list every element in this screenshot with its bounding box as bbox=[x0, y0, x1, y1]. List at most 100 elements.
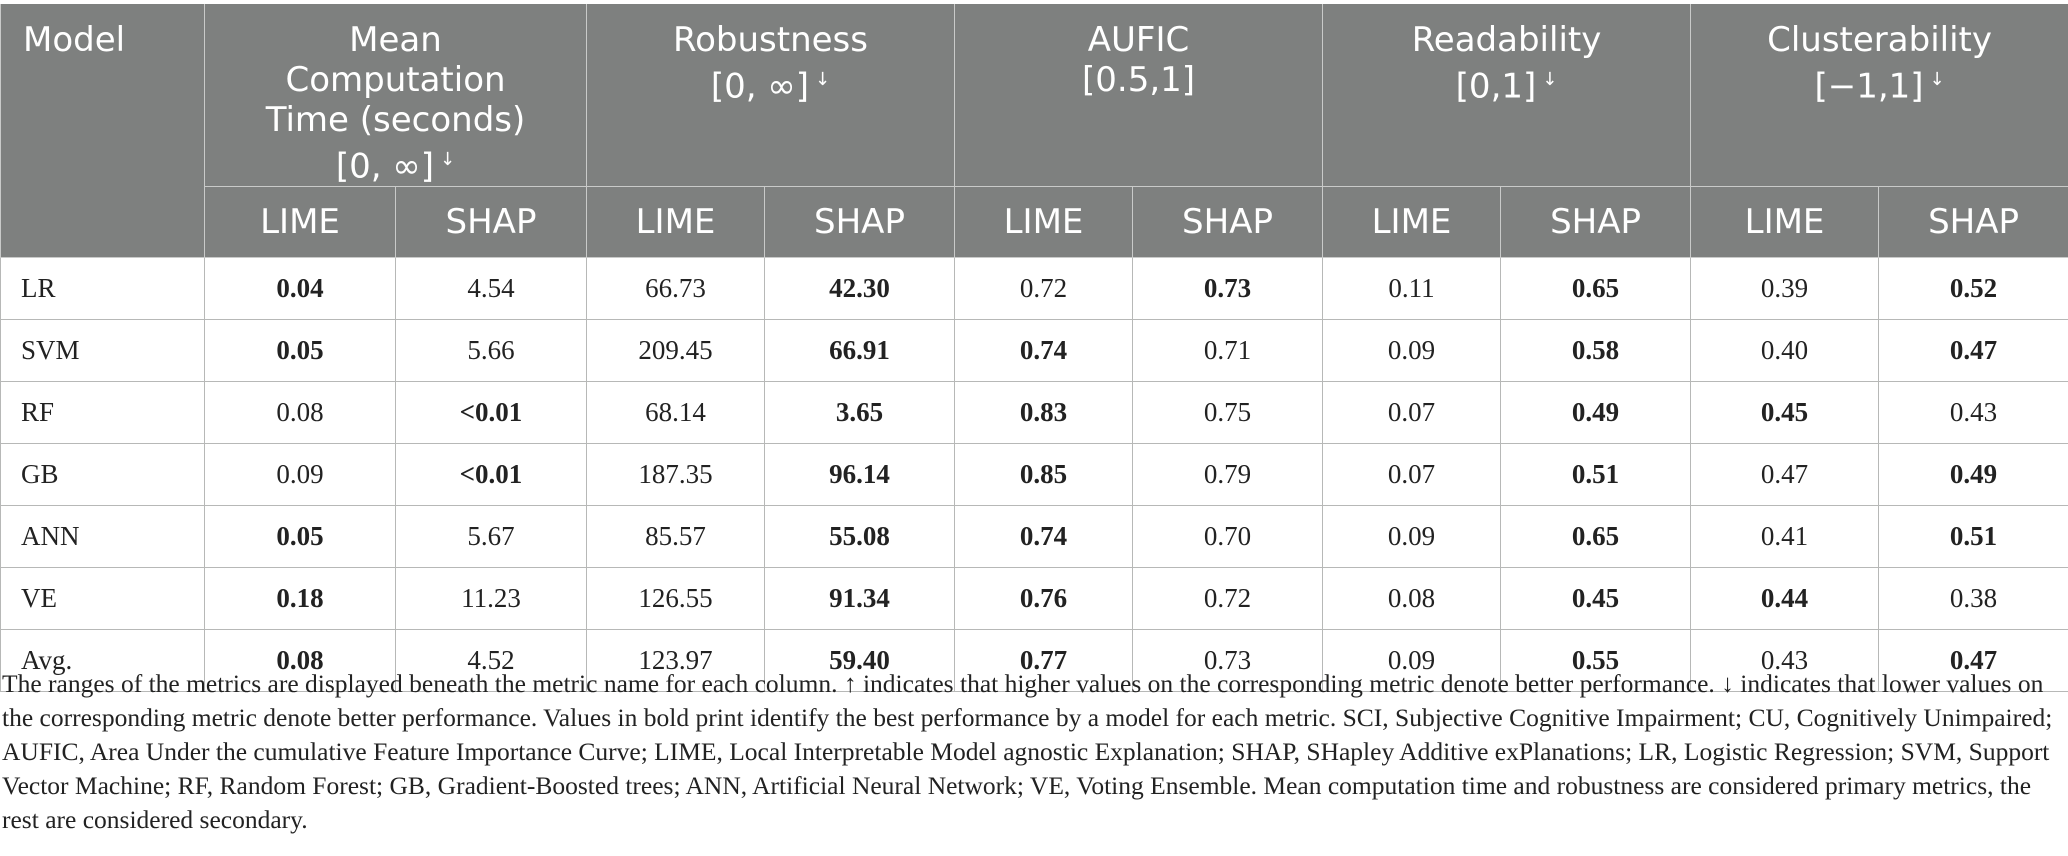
lower-is-better-arrow-icon: ↓ bbox=[1929, 69, 1945, 90]
table-row: VE 0.18 11.23 126.55 91.34 0.76 0.72 0.08 0.45 0.… bbox=[0, 567, 2068, 631]
value-cell: 0.77 bbox=[954, 629, 1133, 693]
value-cell: 0.08 bbox=[204, 629, 396, 693]
metric-range-text: [0,1] bbox=[1455, 66, 1537, 107]
model-name-cell: SVM bbox=[0, 319, 205, 383]
subheader-shap: SHAP bbox=[395, 186, 587, 259]
value-cell: 0.49 bbox=[1500, 381, 1692, 445]
metric-range: [0, ∞] ↓ bbox=[587, 60, 954, 106]
lower-is-better-arrow-icon: ↓ bbox=[440, 149, 456, 170]
subheader-shap: SHAP bbox=[764, 186, 955, 259]
value-cell: 0.49 bbox=[1878, 443, 2068, 507]
value-cell: 11.23 bbox=[395, 567, 587, 631]
header-metric: AUFIC [0.5,1] bbox=[953, 4, 1324, 188]
value-cell: 0.74 bbox=[954, 319, 1133, 383]
value-cell: 123.97 bbox=[586, 629, 765, 693]
value-cell: 0.18 bbox=[204, 567, 396, 631]
value-cell: 126.55 bbox=[586, 567, 765, 631]
value-cell: 0.41 bbox=[1690, 505, 1880, 569]
value-cell: 0.43 bbox=[1690, 629, 1880, 693]
metric-range: [0, ∞] ↓ bbox=[205, 140, 586, 186]
value-cell: 55.08 bbox=[764, 505, 955, 569]
value-cell: 0.08 bbox=[1322, 567, 1502, 631]
value-cell: 0.05 bbox=[204, 319, 396, 383]
subheader-shap: SHAP bbox=[1131, 186, 1324, 259]
value-cell: 0.70 bbox=[1131, 505, 1324, 569]
value-cell: 5.66 bbox=[395, 319, 587, 383]
subheader-lime: LIME bbox=[1322, 186, 1502, 259]
value-cell: 59.40 bbox=[764, 629, 955, 693]
value-cell: 0.65 bbox=[1500, 505, 1692, 569]
table-row: Avg. 0.08 4.52 123.97 59.40 0.77 0.73 0.09 0.55 0… bbox=[0, 629, 2068, 693]
value-cell: 0.44 bbox=[1690, 567, 1880, 631]
value-cell: 0.39 bbox=[1690, 257, 1880, 321]
value-cell: 0.47 bbox=[1878, 319, 2068, 383]
subheader-shap: SHAP bbox=[1500, 186, 1692, 259]
metric-range-text: [0, ∞] bbox=[710, 66, 809, 107]
metric-range-text: [0, ∞] bbox=[335, 146, 434, 187]
value-cell: 96.14 bbox=[764, 443, 955, 507]
value-cell: 5.67 bbox=[395, 505, 587, 569]
value-cell: 0.85 bbox=[954, 443, 1133, 507]
value-cell: 0.76 bbox=[954, 567, 1133, 631]
value-cell: 0.40 bbox=[1690, 319, 1880, 383]
value-cell: 0.08 bbox=[204, 381, 396, 445]
value-cell: 0.07 bbox=[1322, 443, 1502, 507]
table-row: SVM 0.05 5.66 209.45 66.91 0.74 0.71 0.09 0.58 0.… bbox=[0, 319, 2068, 383]
value-cell: 0.45 bbox=[1500, 567, 1692, 631]
metric-range: [−1,1] ↓ bbox=[1691, 60, 2068, 106]
results-table-container: Model Mean Computation Time (seconds) [0,… bbox=[0, 4, 2068, 693]
table-row: GB 0.09 <0.01 187.35 96.14 0.85 0.79 0.07 0.51 0.… bbox=[0, 443, 2068, 507]
value-cell: 0.72 bbox=[1131, 567, 1324, 631]
value-cell: 4.52 bbox=[395, 629, 587, 693]
model-name-cell: ANN bbox=[0, 505, 205, 569]
value-cell: 0.45 bbox=[1690, 381, 1880, 445]
value-cell: 0.74 bbox=[954, 505, 1133, 569]
header-metric: Readability [0,1] ↓ bbox=[1322, 4, 1692, 188]
table-row: RF 0.08 <0.01 68.14 3.65 0.83 0.75 0.07 0.49 0.45… bbox=[0, 381, 2068, 445]
value-cell: 66.91 bbox=[764, 319, 955, 383]
value-cell: 0.51 bbox=[1878, 505, 2068, 569]
value-cell: 0.75 bbox=[1131, 381, 1324, 445]
value-cell: 0.38 bbox=[1878, 567, 2068, 631]
value-cell: 0.65 bbox=[1500, 257, 1692, 321]
value-cell: 42.30 bbox=[764, 257, 955, 321]
subheader-lime: LIME bbox=[586, 186, 765, 259]
table-body: LR 0.04 4.54 66.73 42.30 0.72 0.73 0.11 0.65 0.39… bbox=[0, 257, 2068, 693]
value-cell: 91.34 bbox=[764, 567, 955, 631]
lower-is-better-arrow-icon: ↓ bbox=[1542, 69, 1558, 90]
metric-name: Clusterability bbox=[1767, 20, 1992, 60]
header-model: Model bbox=[0, 4, 205, 259]
value-cell: 0.09 bbox=[1322, 319, 1502, 383]
value-cell: <0.01 bbox=[395, 381, 587, 445]
value-cell: 0.72 bbox=[954, 257, 1133, 321]
value-cell: 0.83 bbox=[954, 381, 1133, 445]
model-name-cell: RF bbox=[0, 381, 205, 445]
value-cell: 209.45 bbox=[586, 319, 765, 383]
metric-range: [0,1] ↓ bbox=[1323, 60, 1690, 106]
subheader-shap: SHAP bbox=[1878, 186, 2068, 259]
table-footnote: The ranges of the metrics are displayed … bbox=[2, 669, 2053, 834]
results-table: Model Mean Computation Time (seconds) [0,… bbox=[0, 4, 2068, 693]
value-cell: 0.09 bbox=[1322, 505, 1502, 569]
value-cell: 0.47 bbox=[1690, 443, 1880, 507]
value-cell: 0.09 bbox=[1322, 629, 1502, 693]
metric-name: Mean Computation Time (seconds) bbox=[265, 20, 526, 140]
value-cell: 0.43 bbox=[1878, 381, 2068, 445]
value-cell: 3.65 bbox=[764, 381, 955, 445]
header-row-methods: LIME SHAP LIME SHAP LIME SHAP LIME SHAP LIME SHAP bbox=[1, 186, 2068, 259]
subheader-lime: LIME bbox=[954, 186, 1133, 259]
value-cell: 0.51 bbox=[1500, 443, 1692, 507]
header-metric: Clusterability [−1,1] ↓ bbox=[1690, 4, 2068, 188]
value-cell: 66.73 bbox=[586, 257, 765, 321]
header-metric: Mean Computation Time (seconds) [0, ∞] ↓ bbox=[204, 4, 587, 188]
model-name-cell: LR bbox=[0, 257, 205, 321]
subheader-lime: LIME bbox=[204, 186, 396, 259]
value-cell: 0.05 bbox=[204, 505, 396, 569]
value-cell: 4.54 bbox=[395, 257, 587, 321]
metric-range: [0.5,1] bbox=[955, 60, 1322, 100]
table-row: LR 0.04 4.54 66.73 42.30 0.72 0.73 0.11 0.65 0.39… bbox=[0, 257, 2068, 321]
value-cell: 0.73 bbox=[1131, 257, 1324, 321]
value-cell: 187.35 bbox=[586, 443, 765, 507]
header-row-metrics: Model Mean Computation Time (seconds) [0,… bbox=[0, 4, 2068, 259]
value-cell: 0.58 bbox=[1500, 319, 1692, 383]
